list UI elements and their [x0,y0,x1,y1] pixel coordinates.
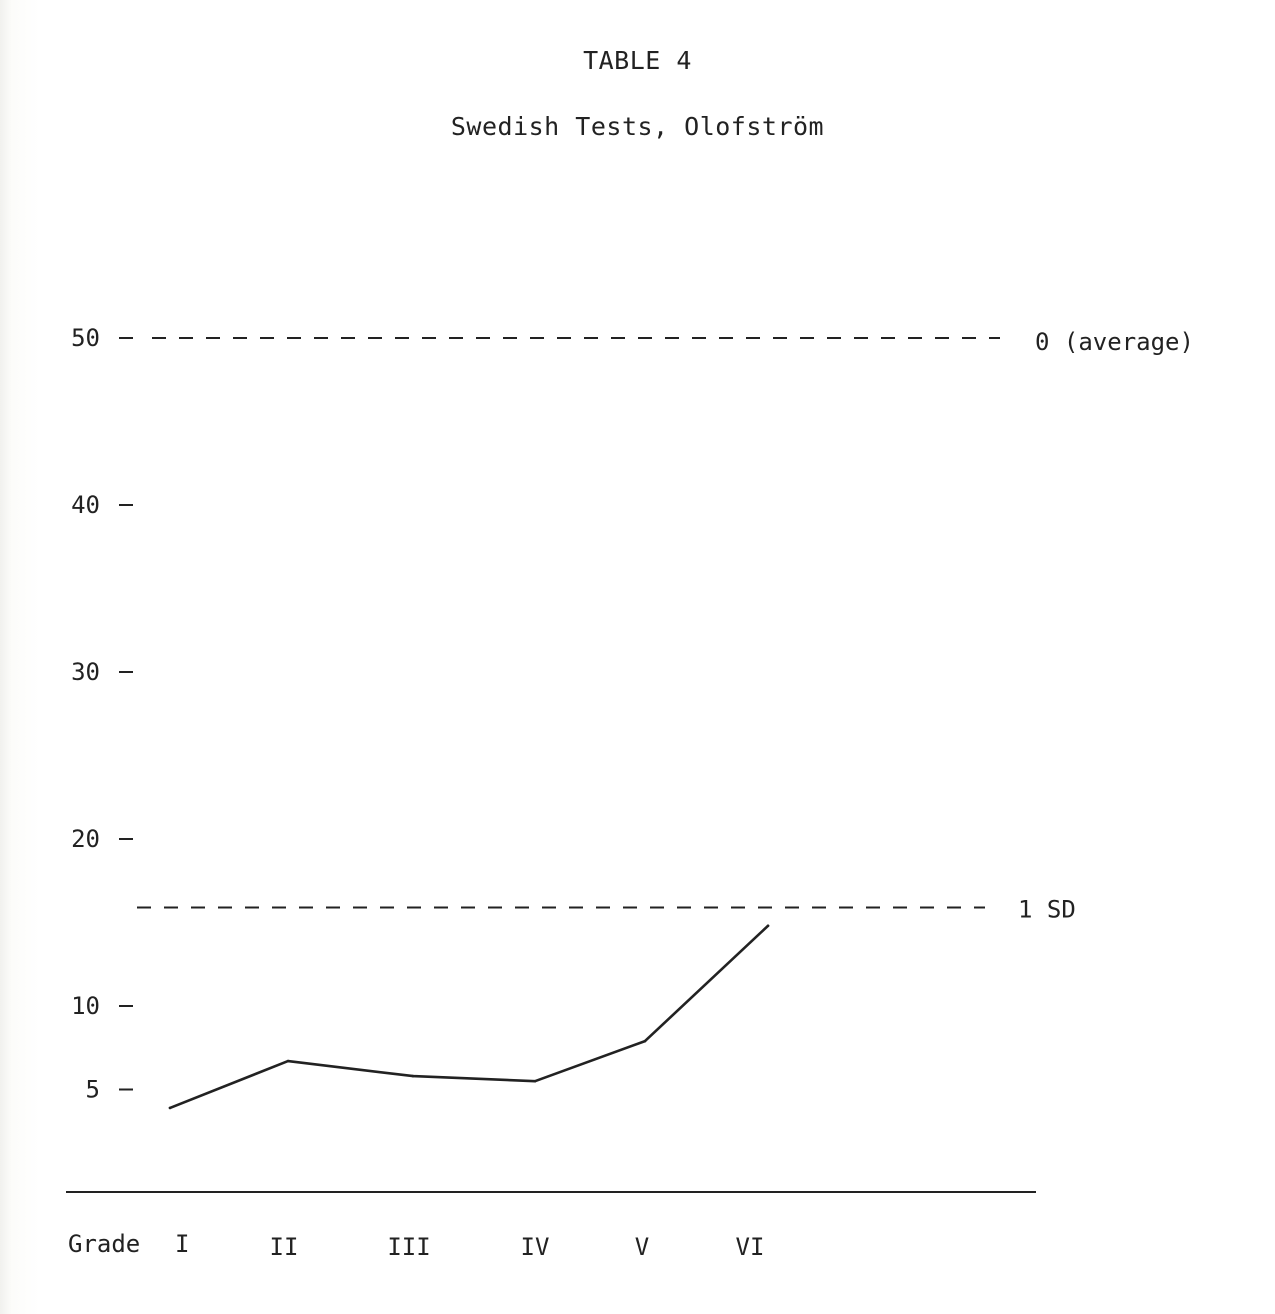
data-point [643,1039,647,1043]
y-tick-label: 20 [71,825,100,853]
x-tick-label: IV [521,1233,550,1261]
x-tick-label: V [635,1233,649,1261]
data-point [286,1059,290,1063]
table-number: TABLE 4 [583,46,692,75]
data-point [766,924,770,928]
x-tick-label: I [175,1230,189,1258]
x-axis-tick-labels: I II III IV V VI [175,1230,764,1261]
y-tick-label: 5 [86,1076,100,1104]
data-point [168,1106,172,1110]
data-point [533,1079,537,1083]
reference-line-label: 1 SD [1018,895,1076,923]
x-tick-label: VI [736,1233,765,1261]
reference-lines: 0 (average) 1 SD [137,328,1194,923]
y-tick-label: 10 [71,992,100,1020]
y-tick-label: 40 [71,491,100,519]
series-line [168,924,770,1110]
chart-title: Swedish Tests, Olofström [450,112,825,141]
x-tick-label: III [387,1233,430,1261]
data-point [411,1074,415,1078]
y-tick-label: 30 [71,658,100,686]
reference-line-label: 0 (average) [1035,328,1194,356]
y-tick-label: 50 [71,324,100,352]
x-tick-label: II [270,1233,299,1261]
data-series [168,924,770,1110]
x-axis-label: Grade [68,1230,140,1258]
y-axis-ticks: 50 40 30 20 10 5 [71,324,133,1104]
